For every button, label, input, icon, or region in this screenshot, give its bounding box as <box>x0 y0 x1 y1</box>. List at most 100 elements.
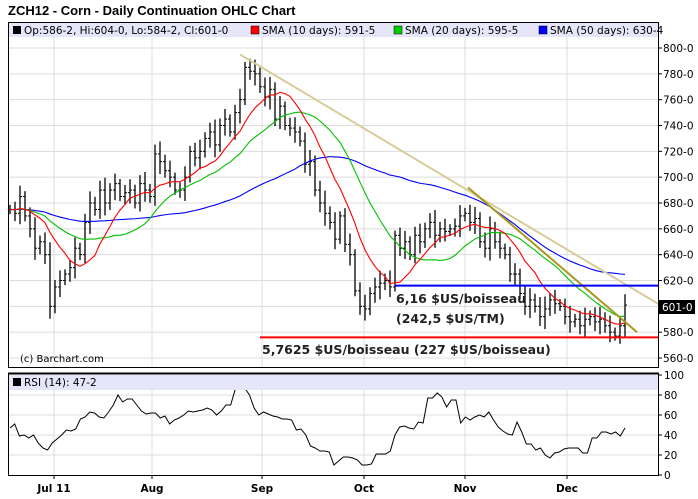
ohlc-bar <box>153 144 157 206</box>
ohlc-bar <box>373 277 377 303</box>
ohlc-bar <box>123 184 127 205</box>
rsi-tick-label: 20 <box>664 450 677 462</box>
ohlc-bar <box>368 287 372 316</box>
sma50-line <box>9 156 626 275</box>
price-tick-label: 680-0 <box>663 198 694 210</box>
ohlc-bar <box>193 142 197 167</box>
ohlc-bar <box>548 292 552 316</box>
sma20-legend-swatch <box>393 25 403 35</box>
ohlc-bar <box>338 211 342 244</box>
ohlc-bar <box>198 139 202 170</box>
ohlc-bar <box>563 298 567 325</box>
ohlc-bar <box>233 104 237 140</box>
ohlc-bar <box>398 227 402 256</box>
axes: 800-0 780-0 760-0 740-0 720-0 700-0 680-0 660-0… <box>36 43 693 495</box>
ohlc-bar <box>568 305 572 333</box>
ohlc-bar <box>208 122 212 148</box>
ohlc-bar <box>248 58 252 80</box>
grid <box>9 37 658 475</box>
ohlc-bar <box>353 249 357 297</box>
last-price-box <box>659 300 695 314</box>
ohlc-bar <box>328 206 332 230</box>
ohlc-bar <box>168 160 172 188</box>
ohlc-bar <box>523 284 527 315</box>
price-tick-label: 700-0 <box>663 172 694 184</box>
sma10-line <box>9 91 626 325</box>
ohlc-bar <box>458 205 462 238</box>
ohlc-bar <box>93 196 97 216</box>
ohlc-bar <box>223 108 227 136</box>
ohlc-bar <box>473 206 477 235</box>
time-tick-label: Dec <box>556 483 578 495</box>
ohlc-bar <box>98 180 102 219</box>
ohlc-bar <box>273 82 277 127</box>
ohlc-bar <box>58 270 62 298</box>
ohlc-bar <box>78 242 82 261</box>
rsi-legend: RSI (14): 47-2 <box>24 377 97 389</box>
price-tick-label: 800-0 <box>663 43 694 55</box>
ohlc-bar <box>433 209 437 248</box>
ohlc-bar <box>118 178 122 202</box>
ohlc-bar <box>573 313 577 328</box>
copyright: (c) Barchart.com <box>20 354 104 365</box>
ohlc-bar <box>443 218 447 242</box>
ohlc-bar <box>88 191 92 235</box>
ohlc-bar <box>348 233 352 266</box>
ohlc-bar <box>423 222 427 248</box>
ohlc-bar <box>303 132 307 173</box>
ohlc-bar <box>243 61 247 106</box>
ohlc-bar <box>278 96 282 130</box>
ohlc-bar <box>438 221 442 243</box>
price-tick-label: 760-0 <box>663 95 694 107</box>
last-price-label: 601-0 <box>662 302 693 314</box>
ohlc-bar <box>293 117 297 143</box>
ohlc-bar <box>363 294 367 321</box>
ohlc-bar <box>53 279 57 314</box>
ohlc-bar <box>68 259 72 282</box>
ohlc-bar <box>508 246 512 282</box>
ohlc-legend: Op:586-2, Hi:604-0, Lo:584-2, Cl:601-0 <box>24 25 228 37</box>
price-tick-label: 660-0 <box>663 224 694 236</box>
ohlc-bar <box>403 230 407 260</box>
price-tick-label: 720-0 <box>663 146 694 158</box>
ohlc-bar <box>583 307 587 338</box>
ohlc-bar <box>593 307 597 332</box>
annotation-blue-2: (242,5 $US/TM) <box>396 311 505 326</box>
sma50-legend: SMA (50 days): 630-4 <box>550 25 664 37</box>
ohlc-bar <box>613 327 617 341</box>
ohlc-bar <box>553 289 557 314</box>
rsi-legend-swatch <box>13 378 21 386</box>
ohlc-bar <box>258 67 262 93</box>
trendline-light <box>239 53 659 305</box>
annotation-blue-1: 6,16 $US/boisseau <box>396 291 526 306</box>
ohlc-bar <box>213 119 217 158</box>
ohlc-bar <box>48 242 52 319</box>
ohlc-bar <box>408 236 412 261</box>
ohlc-bar <box>108 183 112 210</box>
time-tick-label: Oct <box>354 483 374 495</box>
ohlc-bar <box>538 297 542 326</box>
ohlc-bar <box>73 237 77 279</box>
ohlc-bar <box>288 117 292 136</box>
price-tick-label: 560-0 <box>663 353 694 365</box>
rsi-legend-band <box>9 375 658 390</box>
price-panel-frame <box>8 22 659 368</box>
ohlc-bar <box>503 243 507 260</box>
ohlc-bar <box>83 213 87 264</box>
ohlc-bar <box>13 201 17 222</box>
ohlc-bar <box>343 208 347 253</box>
ohlc-bar <box>428 213 432 239</box>
rsi-tick-label: 40 <box>664 430 677 442</box>
rsi-tick-label: 80 <box>664 390 677 402</box>
price-tick-label: 620-0 <box>663 276 694 288</box>
ohlc-bar <box>143 172 147 202</box>
chart-title: ZCH12 - Corn - Daily Continuation OHLC C… <box>8 3 296 18</box>
ohlc-bar <box>103 177 107 216</box>
ohlc-bar <box>138 175 142 212</box>
ohlc-bar <box>513 263 517 285</box>
ohlc-bar <box>113 173 117 201</box>
legend-band <box>9 23 658 37</box>
ohlc-bar <box>578 310 582 335</box>
ohlc-bar <box>63 269 67 286</box>
